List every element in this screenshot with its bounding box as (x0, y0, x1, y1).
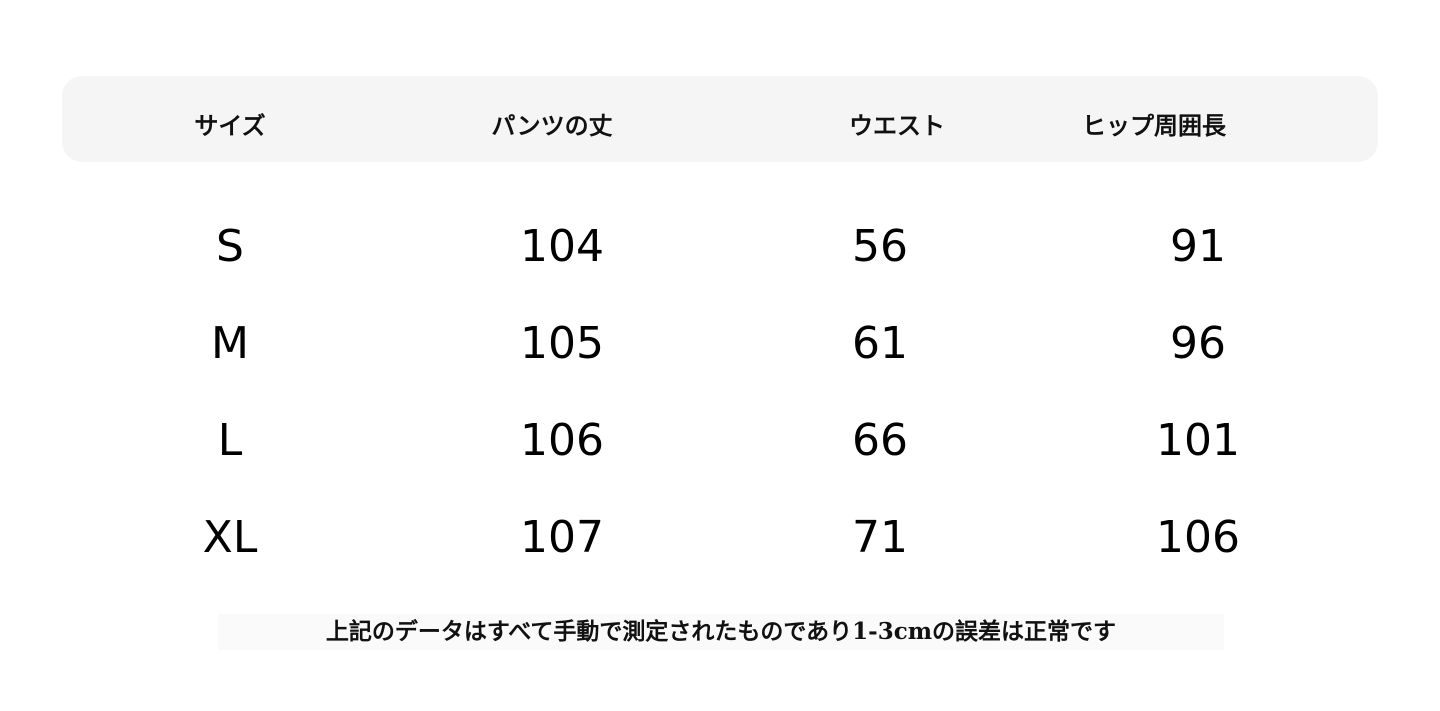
cell-hip: 91 (1170, 221, 1226, 272)
cell-pants-length: 105 (520, 318, 604, 369)
header-waist: ウエスト (849, 111, 945, 140)
measurement-note: 上記のデータはすべて手動で測定されたものであり1-3cmの誤差は正常です (218, 614, 1224, 650)
cell-pants-length: 106 (520, 415, 604, 466)
cell-waist: 56 (852, 221, 908, 272)
cell-pants-length: 104 (520, 221, 604, 272)
table-row: XL 107 71 106 (0, 508, 1440, 568)
cell-hip: 101 (1156, 415, 1240, 466)
cell-size: XL (202, 512, 258, 563)
cell-waist: 61 (852, 318, 908, 369)
cell-pants-length: 107 (520, 512, 604, 563)
table-row: L 106 66 101 (0, 411, 1440, 471)
header-pants-length: パンツの丈 (491, 111, 613, 140)
header-size: サイズ (194, 111, 266, 140)
cell-hip: 106 (1156, 512, 1240, 563)
table-row: M 105 61 96 (0, 314, 1440, 374)
cell-hip: 96 (1170, 318, 1226, 369)
header-hip: ヒップ周囲長 (1082, 111, 1226, 140)
cell-size: S (216, 221, 244, 272)
table-row: S 104 56 91 (0, 217, 1440, 277)
table-header: サイズ パンツの丈 ウエスト ヒップ周囲長 (62, 76, 1378, 162)
cell-size: M (211, 318, 249, 369)
cell-size: L (217, 415, 243, 466)
cell-waist: 71 (852, 512, 908, 563)
cell-waist: 66 (852, 415, 908, 466)
